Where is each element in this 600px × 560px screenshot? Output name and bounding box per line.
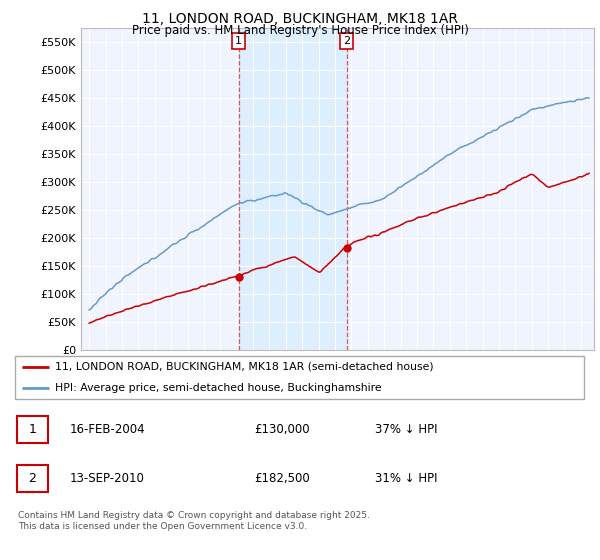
Text: 1: 1 (235, 36, 242, 46)
Text: HPI: Average price, semi-detached house, Buckinghamshire: HPI: Average price, semi-detached house,… (55, 383, 382, 393)
Text: 2: 2 (29, 472, 37, 485)
Text: 1: 1 (29, 423, 37, 436)
Bar (239, 28, 347, 350)
Text: 13-SEP-2010: 13-SEP-2010 (70, 472, 145, 485)
Text: Price paid vs. HM Land Registry's House Price Index (HPI): Price paid vs. HM Land Registry's House … (131, 24, 469, 36)
Text: 16-FEB-2004: 16-FEB-2004 (70, 423, 145, 436)
Text: 31% ↓ HPI: 31% ↓ HPI (375, 472, 437, 485)
Text: Contains HM Land Registry data © Crown copyright and database right 2025.
This d: Contains HM Land Registry data © Crown c… (18, 511, 370, 531)
Text: 11, LONDON ROAD, BUCKINGHAM, MK18 1AR (semi-detached house): 11, LONDON ROAD, BUCKINGHAM, MK18 1AR (s… (55, 362, 434, 372)
FancyBboxPatch shape (17, 465, 48, 492)
FancyBboxPatch shape (17, 416, 48, 444)
Text: 37% ↓ HPI: 37% ↓ HPI (375, 423, 437, 436)
Text: 2: 2 (343, 36, 350, 46)
Text: 11, LONDON ROAD, BUCKINGHAM, MK18 1AR: 11, LONDON ROAD, BUCKINGHAM, MK18 1AR (142, 12, 458, 26)
Text: £130,000: £130,000 (254, 423, 310, 436)
FancyBboxPatch shape (15, 356, 584, 399)
Text: £182,500: £182,500 (254, 472, 310, 485)
